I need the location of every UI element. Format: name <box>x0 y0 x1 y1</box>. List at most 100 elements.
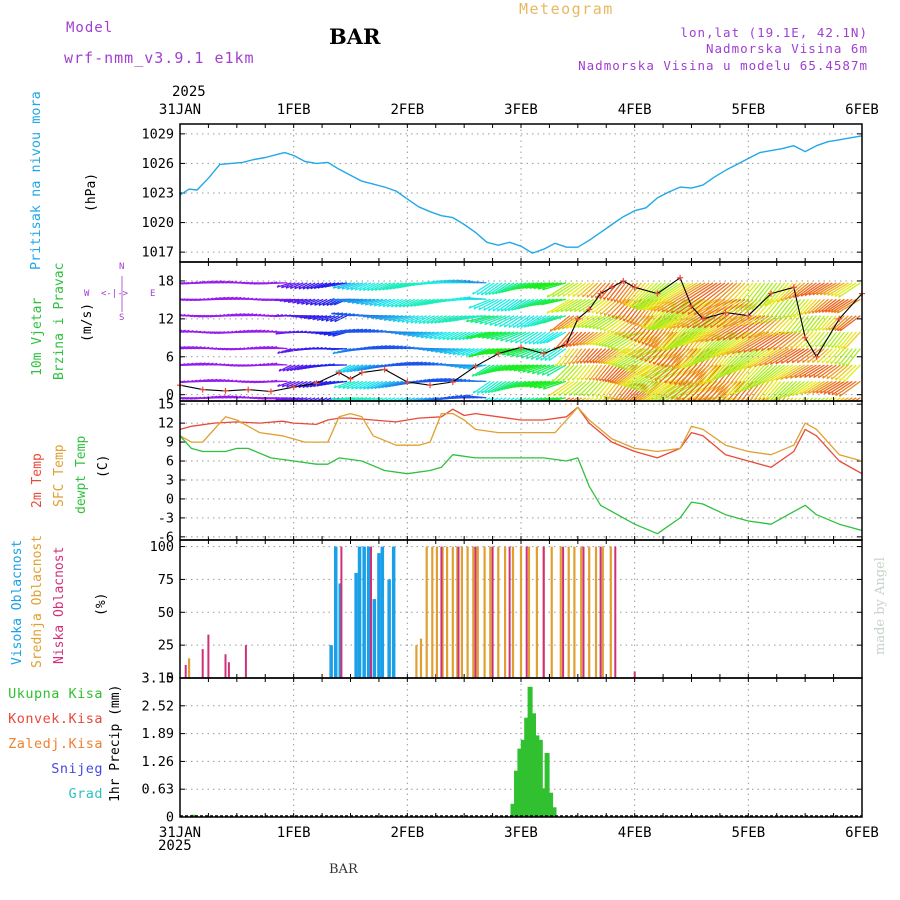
wind-arrow-head <box>813 374 816 378</box>
wind-arrow <box>823 397 829 401</box>
cloud-mid-bar <box>580 546 583 678</box>
wind-arrow <box>789 298 806 319</box>
wind-arrow-head <box>275 397 280 401</box>
wind-arrow-head <box>624 351 627 355</box>
wind-arrow-head <box>413 402 415 404</box>
wind-arrow-head <box>547 410 548 412</box>
wind-arrow <box>626 348 662 372</box>
wind-arrow <box>592 364 607 381</box>
wind-arrow-head <box>713 425 714 427</box>
wind-arrow <box>433 331 451 340</box>
wind-arrow-head <box>354 287 358 291</box>
wind-arrow <box>605 348 630 365</box>
wind-arrow <box>533 397 547 401</box>
wind-arrow <box>650 282 698 312</box>
wind-arrow <box>804 364 825 378</box>
wind-arrow-head <box>213 280 218 283</box>
wind-arrow-head <box>314 302 317 306</box>
wind-arrow-head <box>490 336 494 340</box>
wind-arrow-head <box>339 312 344 315</box>
wind-arrow <box>485 282 503 296</box>
wind-arrow-head <box>261 345 266 349</box>
wind-arrow <box>467 364 487 370</box>
wind-arrow <box>508 397 515 401</box>
elevation: Nadmorska Visina 6m <box>706 41 868 56</box>
wind-arrow-head <box>623 366 626 370</box>
wind-arrow <box>472 364 491 377</box>
wind-arrow <box>835 331 849 349</box>
wind-arrow <box>828 298 849 313</box>
wind-arrow <box>399 331 419 336</box>
wind-arrow-head <box>275 313 280 317</box>
wind-arrow <box>322 298 336 306</box>
wind-arrow-head <box>217 363 222 366</box>
wind-arrow-head <box>823 391 827 394</box>
wind-arrow-head <box>225 280 230 283</box>
wind-arrow-head <box>384 384 388 388</box>
wind-arrow <box>672 397 678 401</box>
wind-arrow <box>439 347 459 354</box>
wind-arrow-head <box>454 395 459 398</box>
wind-arrow-head <box>313 285 317 289</box>
wind-arrow <box>375 315 395 320</box>
wind-arrow <box>730 348 766 374</box>
wind-arrow-head <box>241 347 246 350</box>
wind-arrow-head <box>826 376 829 379</box>
wind-arrow <box>812 282 833 296</box>
wind-arrow-head <box>528 341 531 345</box>
cloud-mid-bar <box>466 546 469 678</box>
temp-2m-line <box>179 406 863 475</box>
wind-arrow-head <box>514 340 518 344</box>
wind-arrow <box>844 331 861 350</box>
wind-arrow-head <box>567 293 570 297</box>
wind-arrow-head <box>241 380 246 383</box>
wind-arrow-head <box>530 402 533 404</box>
wind-arrow-head <box>481 351 485 355</box>
wind-arrow-head <box>181 313 186 317</box>
wind-arrow-head <box>827 292 830 296</box>
wind-arrow-head <box>379 403 381 405</box>
wind-arrow <box>827 397 833 401</box>
wind-arrow-head <box>438 377 443 381</box>
wind-arrow <box>302 282 316 290</box>
wind-arrow <box>475 315 499 324</box>
cloud-high-bar <box>362 546 366 678</box>
wind-arrow-head <box>386 330 391 334</box>
wind-arrow <box>585 315 607 329</box>
wind-arrow-head <box>418 361 423 364</box>
wind-arrow-head <box>294 286 297 290</box>
wind-arrow <box>837 298 861 314</box>
wind-arrow <box>426 347 447 352</box>
wind-arrow <box>586 331 607 346</box>
wind-arrow-head <box>498 290 501 294</box>
wind-arrow <box>838 282 861 298</box>
wind-arrow-head <box>659 326 662 330</box>
wind-arrow-head <box>358 314 363 317</box>
wind-arrow-head <box>261 396 266 400</box>
wind-arrow <box>625 380 646 401</box>
wind-arrow <box>644 282 690 311</box>
wind-arrow <box>587 380 603 397</box>
wind-arrow-head <box>657 308 660 312</box>
wind-arrow <box>466 395 487 399</box>
wind-arrow-head <box>213 347 218 350</box>
wind-arrow-head <box>430 378 435 381</box>
wind-arrow-head <box>707 356 710 360</box>
wind-arrow-head <box>557 294 560 297</box>
wind-arrow-head <box>249 363 254 367</box>
wind-arrow <box>529 282 555 289</box>
wind-arrow <box>726 397 734 401</box>
wind-arrow <box>481 331 507 339</box>
wind-arrow <box>472 380 491 394</box>
wind-arrow-head <box>522 369 526 373</box>
wind-arrow-head <box>382 364 387 367</box>
wind-arrow <box>363 282 380 292</box>
wind-arrow <box>371 282 388 292</box>
wind-arrow <box>180 331 181 333</box>
legend-convective-rain: Konvek.Kisa <box>8 711 103 727</box>
wind-arrow-head <box>233 313 238 316</box>
wind-arrow-head <box>438 397 443 400</box>
wind-arrow-head <box>414 361 419 364</box>
wind-arrow <box>572 364 587 381</box>
wind-arrow-head <box>458 394 463 398</box>
